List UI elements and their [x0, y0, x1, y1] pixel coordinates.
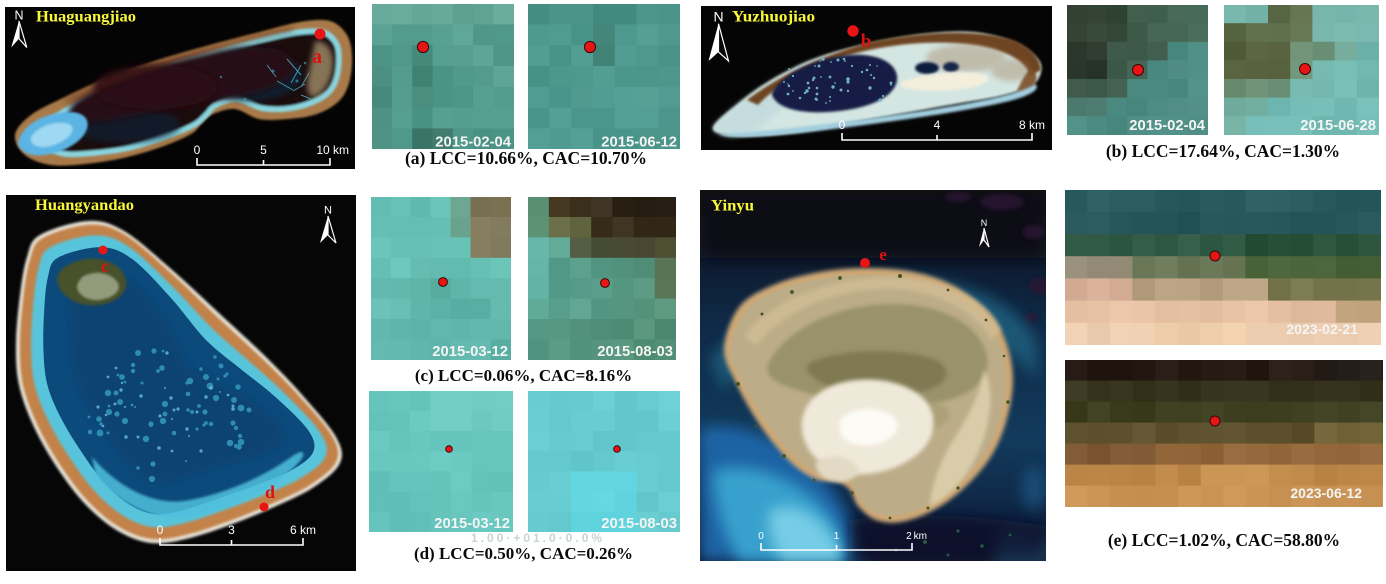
svg-text:2023-06-12: 2023-06-12 — [1290, 485, 1362, 501]
svg-text:a: a — [312, 46, 322, 68]
svg-text:2015-06-28: 2015-06-28 — [1300, 118, 1376, 134]
svg-text:0: 0 — [194, 143, 201, 157]
svg-text:d: d — [265, 482, 275, 502]
svg-text:0: 0 — [839, 118, 846, 132]
svg-text:N: N — [981, 218, 988, 228]
svg-text:5: 5 — [260, 143, 267, 157]
svg-text:10 km: 10 km — [316, 143, 349, 157]
svg-text:2015-08-03: 2015-08-03 — [597, 344, 673, 360]
svg-text:N: N — [713, 9, 723, 25]
svg-text:Yinyu: Yinyu — [711, 198, 754, 215]
svg-text:6 km: 6 km — [290, 523, 316, 537]
svg-text:e: e — [879, 245, 887, 264]
svg-text:0: 0 — [758, 531, 764, 542]
svg-text:2023-02-21: 2023-02-21 — [1286, 321, 1358, 337]
svg-text:4: 4 — [934, 118, 941, 132]
svg-text:c: c — [101, 256, 109, 276]
svg-text:2015-08-03: 2015-08-03 — [601, 516, 677, 532]
svg-text:2015-06-12: 2015-06-12 — [601, 135, 677, 150]
svg-text:2015-02-04: 2015-02-04 — [435, 135, 511, 150]
svg-text:0: 0 — [157, 523, 164, 537]
svg-text:Huangyandao: Huangyandao — [35, 197, 134, 214]
svg-text:2 km: 2 km — [906, 531, 927, 542]
svg-text:2015-03-12: 2015-03-12 — [432, 344, 508, 360]
svg-text:N: N — [14, 9, 23, 23]
svg-text:N: N — [324, 205, 332, 217]
svg-text:2015-03-12: 2015-03-12 — [434, 516, 510, 532]
svg-text:8 km: 8 km — [1019, 118, 1045, 132]
svg-text:1: 1 — [834, 531, 840, 542]
svg-text:b: b — [861, 31, 872, 52]
svg-text:2015-02-04: 2015-02-04 — [1129, 118, 1205, 134]
svg-text:Huaguangjiao: Huaguangjiao — [36, 9, 136, 26]
svg-text:Yuzhuojiao: Yuzhuojiao — [732, 9, 815, 26]
svg-text:3: 3 — [228, 523, 235, 537]
